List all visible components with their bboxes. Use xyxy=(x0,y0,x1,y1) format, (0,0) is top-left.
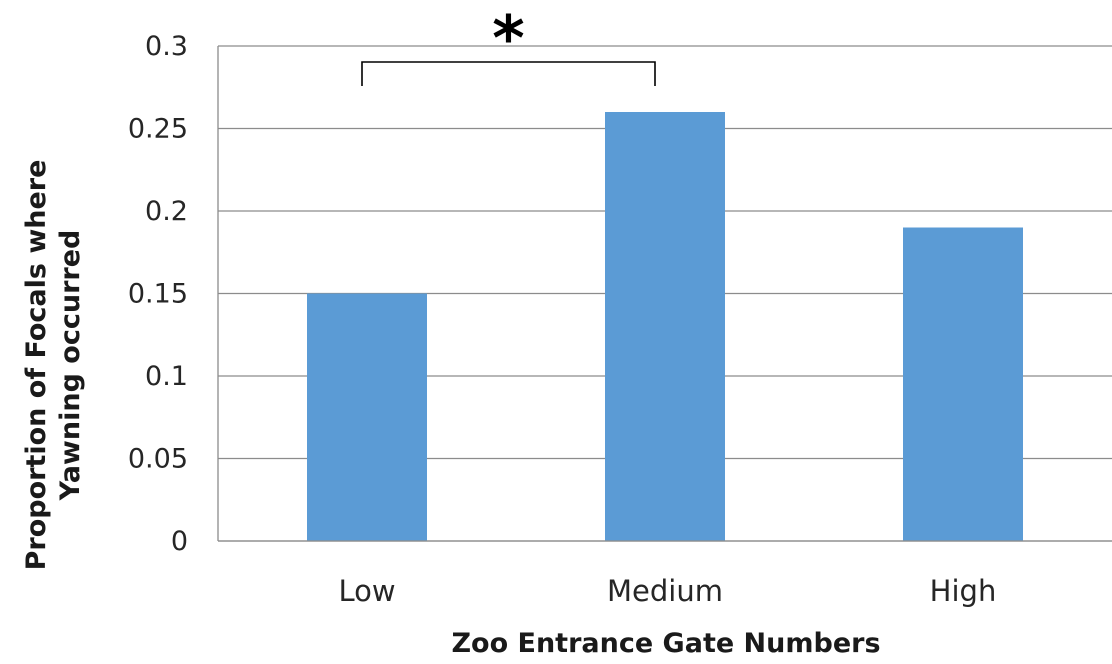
x-category-label-low: Low xyxy=(338,574,395,608)
x-axis-title: Zoo Entrance Gate Numbers xyxy=(451,628,880,659)
y-tick-label-6: 0.3 xyxy=(145,31,188,62)
significance-annotation: * xyxy=(361,2,656,86)
y-axis-title-line-2: Yawning occurred xyxy=(55,230,86,502)
y-tick-label-1: 0.05 xyxy=(128,444,188,475)
x-category-label-medium: Medium xyxy=(607,574,723,608)
y-tick-label-2: 0.1 xyxy=(145,361,188,392)
bar-high xyxy=(903,227,1023,541)
significance-bracket xyxy=(361,61,656,86)
bar-medium xyxy=(605,112,725,541)
plot-frame xyxy=(217,46,1112,542)
significance-asterisk: * xyxy=(492,2,524,75)
y-tick-label-4: 0.2 xyxy=(145,196,188,227)
bars xyxy=(307,112,1023,541)
y-tick-label-3: 0.15 xyxy=(128,279,188,310)
x-category-label-high: High xyxy=(930,574,997,608)
y-tick-label-5: 0.25 xyxy=(128,114,188,145)
y-tick-label-0: 0 xyxy=(171,526,188,557)
x-category-labels: Low Medium High xyxy=(338,574,996,608)
y-tick-labels: 0 0.05 0.1 0.15 0.2 0.25 0.3 xyxy=(128,31,188,557)
y-axis-title-line-1: Proportion of Focals where xyxy=(21,160,52,571)
y-axis-title: Proportion of Focals where Yawning occur… xyxy=(21,160,86,571)
bar-low xyxy=(307,293,427,541)
